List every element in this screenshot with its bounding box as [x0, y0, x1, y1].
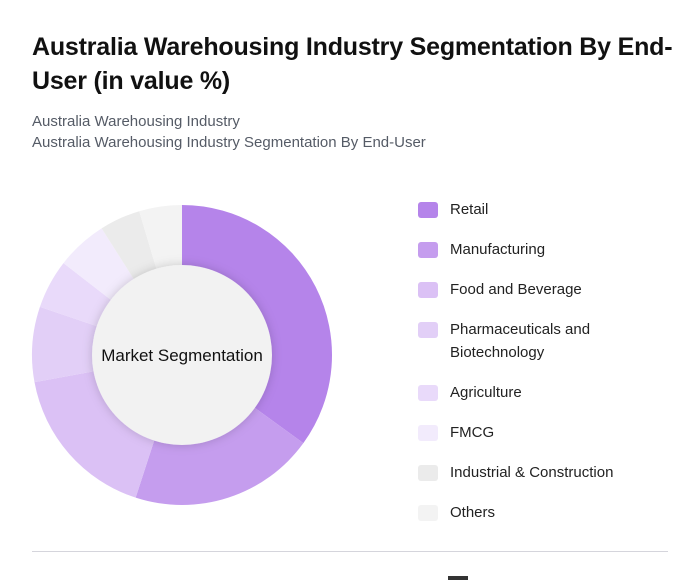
legend-swatch	[418, 425, 438, 441]
legend-swatch	[418, 202, 438, 218]
legend: Retail Manufacturing Food and Beverage Phar…	[418, 198, 698, 541]
legend-swatch	[418, 505, 438, 521]
legend-label: FMCG	[450, 424, 495, 441]
divider	[32, 551, 668, 552]
legend-swatch	[418, 242, 438, 258]
subtitle-industry: Australia Warehousing Industry	[32, 113, 240, 130]
legend-item[interactable]: Manufacturing	[418, 238, 698, 261]
legend-item[interactable]: Food and Beverage	[418, 278, 698, 301]
legend-label: Retail	[450, 201, 489, 218]
menu-icon[interactable]	[448, 576, 468, 580]
subtitle-segmentation: Australia Warehousing Industry Segmentat…	[32, 134, 426, 151]
legend-swatch	[418, 282, 438, 298]
donut-center	[92, 265, 272, 445]
legend-label: Industrial & Construction	[450, 464, 614, 481]
center-label: Market Segmentation	[101, 346, 263, 365]
legend-item[interactable]: Others	[418, 501, 698, 524]
legend-swatch	[418, 322, 438, 338]
legend-swatch	[418, 385, 438, 401]
legend-label: Others	[450, 504, 496, 521]
legend-label: Manufacturing	[450, 241, 546, 258]
legend-label: Pharmaceuticals and Biotechnology	[450, 321, 591, 361]
page-title: Australia Warehousing Industry Segmentat…	[32, 33, 673, 95]
legend-item[interactable]: Retail	[418, 198, 698, 221]
legend-item[interactable]: Agriculture	[418, 381, 698, 404]
legend-label: Food and Beverage	[450, 281, 582, 298]
legend-item[interactable]: Industrial & Construction	[418, 461, 698, 484]
legend-swatch	[418, 465, 438, 481]
legend-item[interactable]: FMCG	[418, 421, 698, 444]
legend-label: Agriculture	[450, 384, 522, 401]
legend-item[interactable]: Pharmaceuticals and Biotechnology	[418, 318, 698, 364]
donut-chart: Market Segmentation	[31, 205, 332, 505]
